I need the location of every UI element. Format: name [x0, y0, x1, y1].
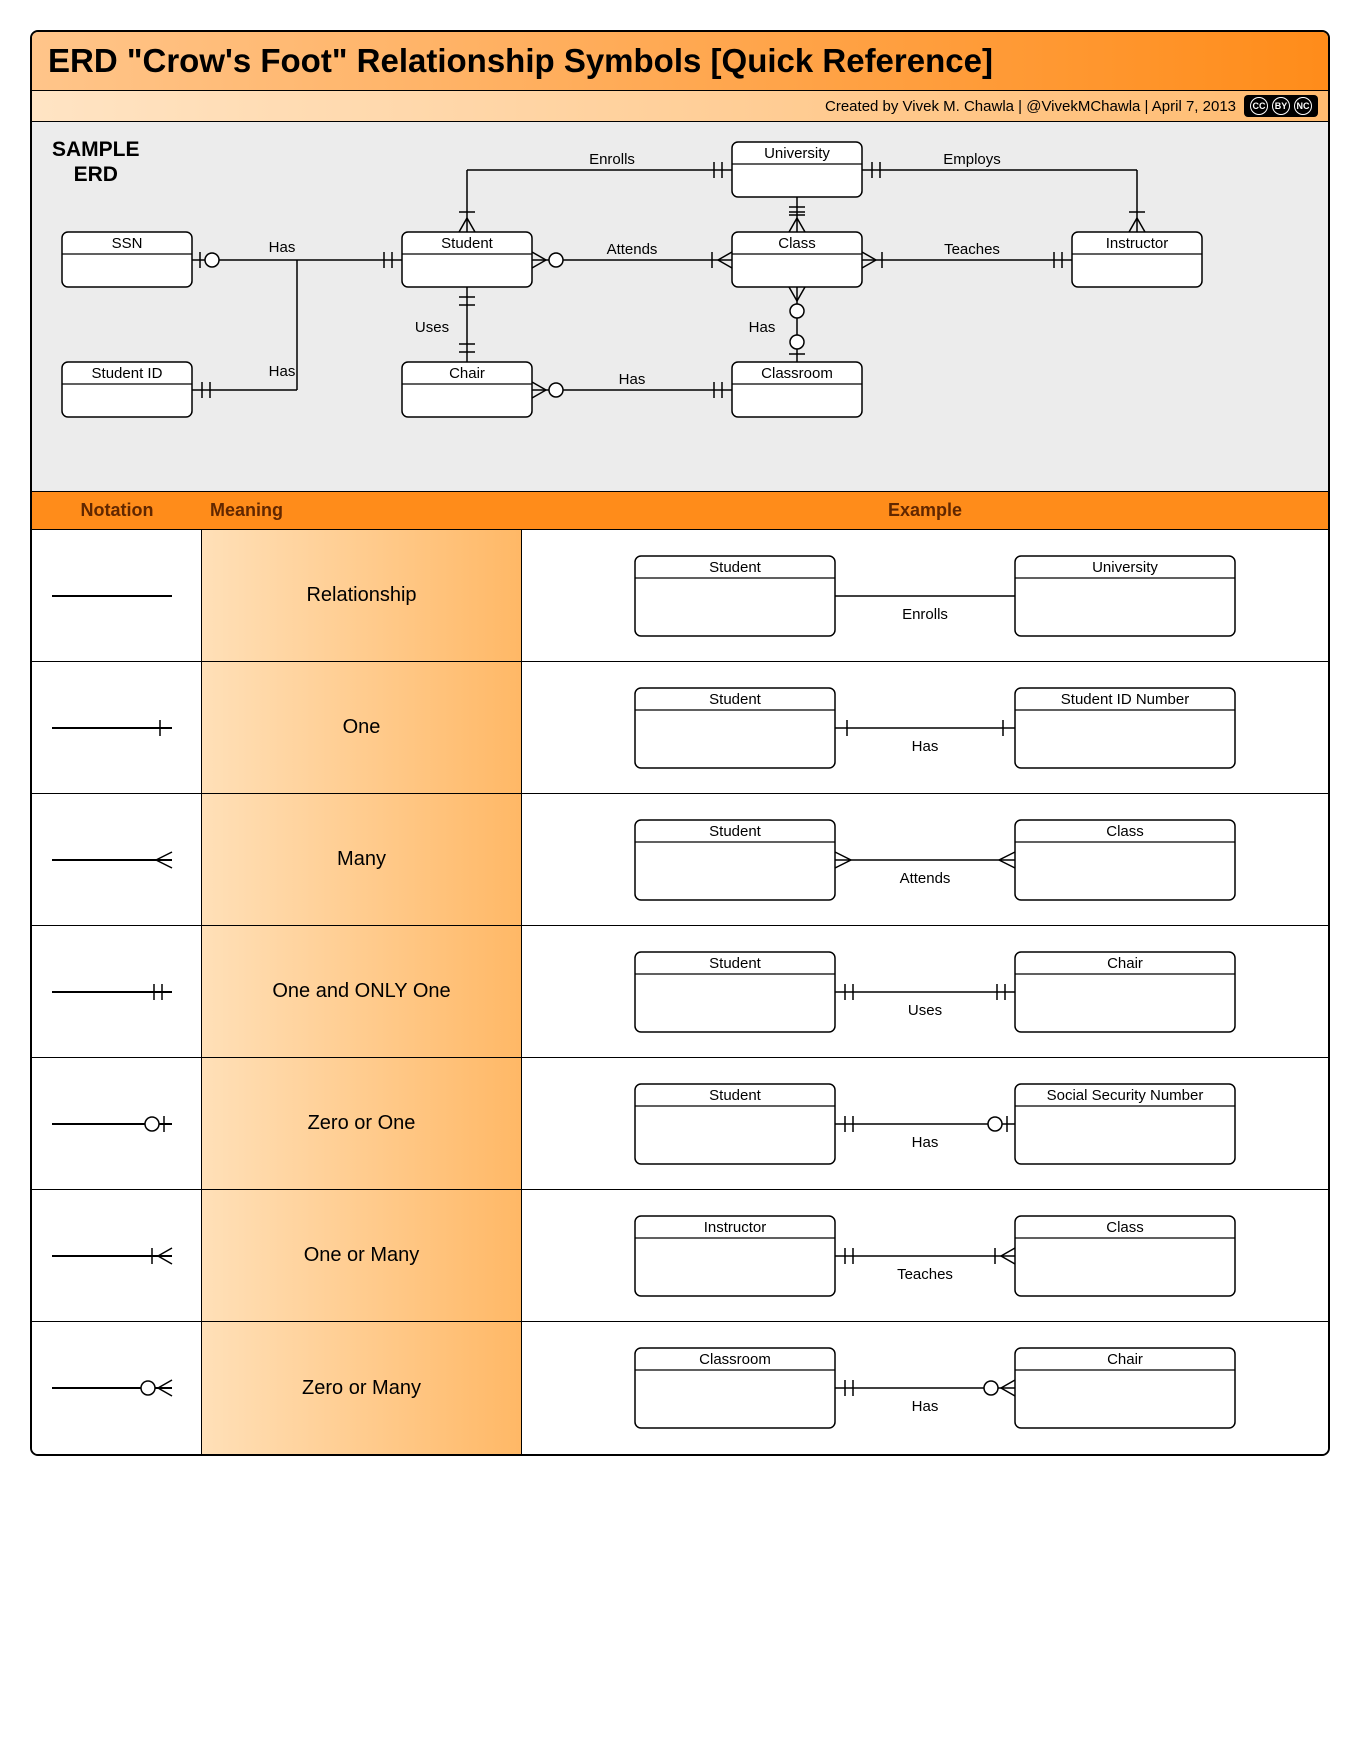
notation-cell [32, 926, 202, 1057]
svg-text:Has: Has [269, 239, 296, 256]
reference-row: One and ONLY One Student Chair Uses [32, 926, 1328, 1058]
svg-text:Teaches: Teaches [944, 241, 1000, 258]
svg-text:Class: Class [1106, 823, 1144, 840]
svg-text:Has: Has [912, 738, 939, 755]
notation-cell [32, 1190, 202, 1321]
svg-text:Has: Has [269, 363, 296, 380]
sample-erd-panel: SAMPLE ERD HasHasEnrollsAttendsUsesHasHa… [32, 122, 1328, 492]
notation-cell [32, 662, 202, 793]
svg-text:Enrolls: Enrolls [589, 151, 635, 168]
svg-text:Class: Class [1106, 1219, 1144, 1236]
svg-text:Has: Has [912, 1398, 939, 1415]
col-meaning: Meaning [202, 492, 522, 529]
example-cell: Student Chair Uses [522, 926, 1328, 1057]
svg-text:Employs: Employs [943, 151, 1001, 168]
svg-text:Student ID Number: Student ID Number [1061, 691, 1189, 708]
example-cell: Classroom Chair Has [522, 1322, 1328, 1454]
erd-title-line2: ERD [52, 162, 140, 187]
svg-text:Class: Class [778, 235, 816, 252]
byline-bar: Created by Vivek M. Chawla | @VivekMChaw… [32, 91, 1328, 122]
reference-row: Relationship Student University Enrolls [32, 530, 1328, 662]
meaning-cell: One and ONLY One [202, 926, 522, 1057]
svg-text:Has: Has [619, 371, 646, 388]
example-cell: Instructor Class Teaches [522, 1190, 1328, 1321]
svg-text:University: University [764, 145, 830, 162]
svg-text:Has: Has [749, 319, 776, 336]
example-cell: Student Class Attends [522, 794, 1328, 925]
svg-text:Uses: Uses [415, 319, 449, 336]
col-example: Example [522, 492, 1328, 529]
example-cell: Student Student ID Number Has [522, 662, 1328, 793]
byline-text: Created by Vivek M. Chawla | @VivekMChaw… [825, 98, 1236, 115]
by-icon: BY [1272, 97, 1290, 115]
svg-text:Chair: Chair [1107, 955, 1143, 972]
svg-text:Uses: Uses [908, 1002, 942, 1019]
svg-text:Student: Student [709, 955, 762, 972]
notation-cell [32, 530, 202, 661]
reference-row: Zero or Many Classroom Chair Has [32, 1322, 1328, 1454]
reference-row: One or Many Instructor Class Teaches [32, 1190, 1328, 1322]
svg-text:Chair: Chair [1107, 1351, 1143, 1368]
svg-text:Chair: Chair [449, 365, 485, 382]
svg-text:Instructor: Instructor [704, 1219, 767, 1236]
cc-icon: CC [1250, 97, 1268, 115]
example-cell: Student Social Security Number Has [522, 1058, 1328, 1189]
page: ERD "Crow's Foot" Relationship Symbols [… [30, 30, 1330, 1456]
example-cell: Student University Enrolls [522, 530, 1328, 661]
title-bar: ERD "Crow's Foot" Relationship Symbols [… [32, 32, 1328, 91]
notation-cell [32, 794, 202, 925]
svg-text:Enrolls: Enrolls [902, 606, 948, 623]
cc-badge: CC BY NC [1244, 95, 1318, 117]
reference-row: Zero or One Student Social Security Number… [32, 1058, 1328, 1190]
nc-icon: NC [1294, 97, 1312, 115]
reference-header: Notation Meaning Example [32, 492, 1328, 530]
svg-text:Classroom: Classroom [761, 365, 833, 382]
svg-text:Student ID: Student ID [92, 365, 163, 382]
svg-text:Social Security Number: Social Security Number [1047, 1087, 1204, 1104]
page-title: ERD "Crow's Foot" Relationship Symbols [… [48, 42, 1312, 80]
svg-text:Classroom: Classroom [699, 1351, 771, 1368]
meaning-cell: One [202, 662, 522, 793]
svg-text:SSN: SSN [112, 235, 143, 252]
svg-text:Attends: Attends [607, 241, 658, 258]
reference-row: One Student Student ID Number Has [32, 662, 1328, 794]
reference-row: Many Student Class Attends [32, 794, 1328, 926]
meaning-cell: One or Many [202, 1190, 522, 1321]
svg-text:Attends: Attends [900, 870, 951, 887]
col-notation: Notation [32, 492, 202, 529]
svg-text:University: University [1092, 559, 1158, 576]
meaning-cell: Zero or One [202, 1058, 522, 1189]
svg-text:Instructor: Instructor [1106, 235, 1169, 252]
svg-text:Student: Student [709, 559, 762, 576]
svg-text:Student: Student [709, 691, 762, 708]
svg-text:Student: Student [709, 823, 762, 840]
svg-text:Has: Has [912, 1134, 939, 1151]
meaning-cell: Relationship [202, 530, 522, 661]
reference-rows: RelationshipStudentUniversityEnrollsOneS… [32, 530, 1328, 1454]
erd-title-line1: SAMPLE [52, 137, 140, 162]
erd-diagram: Has Has Enrolls Attends Uses Has Has Teaches Emp… [32, 122, 1328, 492]
svg-text:Student: Student [709, 1087, 762, 1104]
svg-text:Teaches: Teaches [897, 1266, 953, 1283]
notation-cell [32, 1322, 202, 1454]
meaning-cell: Many [202, 794, 522, 925]
svg-text:Student: Student [441, 235, 494, 252]
notation-cell [32, 1058, 202, 1189]
erd-panel-title: SAMPLE ERD [52, 137, 140, 187]
meaning-cell: Zero or Many [202, 1322, 522, 1454]
